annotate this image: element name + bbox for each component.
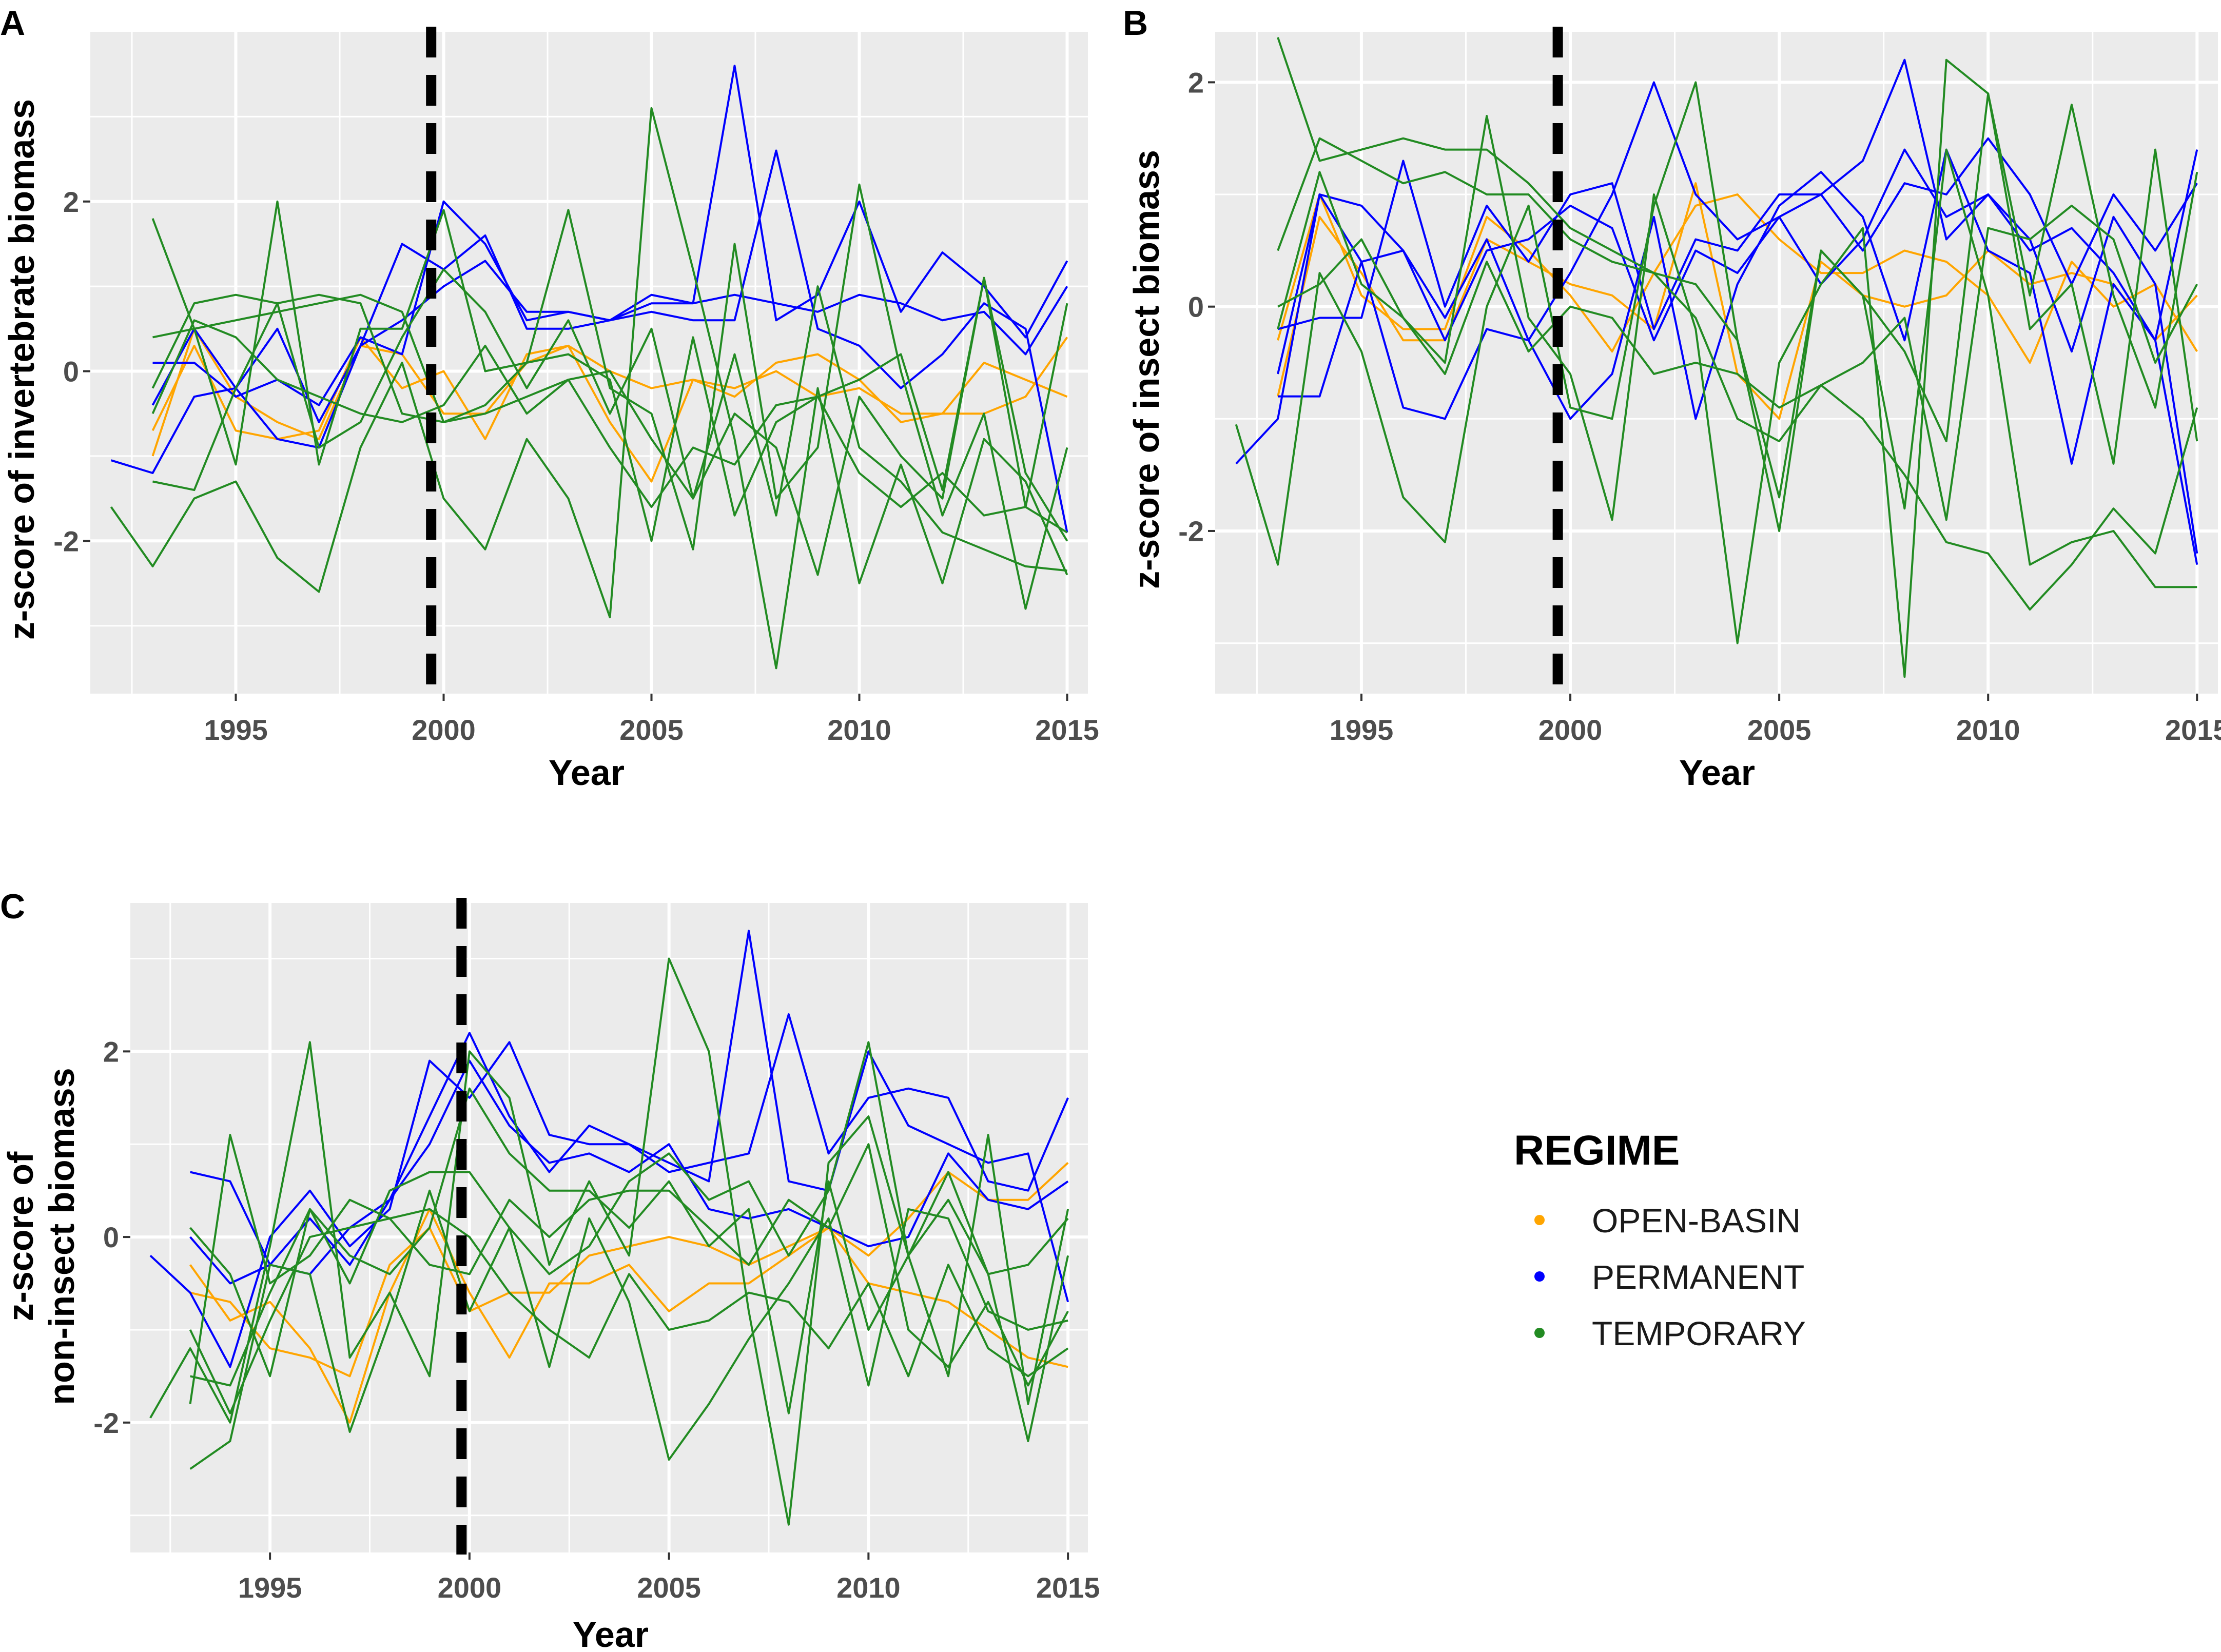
legend-key-open-basin	[1534, 1215, 1545, 1225]
series-line-temporary-b	[1277, 204, 2198, 521]
series-line-temporary-c	[189, 1189, 1068, 1470]
series-line-permanent-b	[1278, 148, 2198, 565]
legend: REGIME OPEN-BASIN PERMANENT TEMPORARY	[1514, 1127, 1806, 1352]
y-tick-label-c: -2	[93, 1407, 119, 1439]
x-tick-label-c: 2000	[438, 1571, 502, 1604]
x-axis-title-c: Year	[573, 1615, 649, 1652]
series-line-temporary-a	[110, 107, 1068, 670]
y-tick-label-a: 0	[63, 356, 79, 388]
series-line-temporary-c	[190, 1087, 1069, 1414]
series-line-temporary-c	[189, 1134, 1069, 1404]
x-tick-label-a: 2005	[619, 714, 684, 746]
y-axis-title-c-line1: z-score of	[1, 1151, 41, 1321]
plot-area-b: 1995 2000 2005 2010 2015 -2 0 2	[1178, 27, 2221, 746]
series-line-open-basin-b	[1277, 193, 2198, 364]
x-axis-title-b: Year	[1679, 753, 1755, 793]
x-tick-label-b: 2010	[1956, 714, 2020, 746]
y-tick-label-b: 0	[1188, 291, 1204, 323]
series-line-temporary-b	[1277, 58, 2198, 678]
y-tick-label-b: -2	[1178, 515, 1204, 547]
x-tick-label-a: 2000	[412, 714, 476, 746]
y-tick-label-c: 2	[103, 1035, 119, 1068]
legend-label-temporary: TEMPORARY	[1592, 1314, 1806, 1352]
panel-letter-a: A	[0, 4, 25, 43]
panel-a: 1995 2000 2005 2010 2015 -2 0 2 A z-score of inv…	[0, 4, 1099, 793]
plot-background-a	[90, 32, 1088, 694]
series-line-temporary-c	[189, 1208, 1069, 1414]
x-tick-label-b: 2015	[2165, 714, 2221, 746]
x-tick-label-c: 2005	[637, 1571, 701, 1604]
legend-title: REGIME	[1514, 1127, 1680, 1174]
series-line-temporary-b	[1277, 137, 2198, 611]
x-tick-label-a: 1995	[204, 714, 268, 746]
series-line-temporary-b	[1235, 81, 2197, 588]
panel-b: 1995 2000 2005 2010 2015 -2 0 2 B z-score of ins…	[1123, 4, 2221, 793]
legend-label-permanent: PERMANENT	[1592, 1258, 1804, 1296]
series-line-temporary-a	[152, 268, 1068, 576]
series-line-temporary-a	[151, 285, 1067, 572]
y-tick-label-a: 2	[63, 186, 79, 218]
y-axis-title-a: z-score of invertebrate biomass	[2, 99, 42, 640]
series-line-open-basin-c	[190, 1162, 1069, 1378]
legend-key-permanent	[1534, 1271, 1545, 1282]
plot-area-a: 1995 2000 2005 2010 2015 -2 0 2	[53, 27, 1099, 746]
y-tick-label-a: -2	[53, 525, 79, 557]
x-tick-label-b: 1995	[1330, 714, 1394, 746]
legend-key-temporary	[1534, 1328, 1545, 1338]
series-line-temporary-a	[151, 183, 1068, 610]
x-tick-label-a: 2010	[827, 714, 891, 746]
panel-letter-b: B	[1123, 4, 1148, 43]
series-line-temporary-a	[151, 277, 1068, 542]
x-tick-label-b: 2000	[1538, 714, 1603, 746]
y-tick-label-c: 0	[103, 1221, 119, 1253]
series-line-permanent-a	[110, 234, 1068, 474]
x-tick-label-b: 2005	[1747, 714, 1811, 746]
panel-c: 1995 2000 2005 2010 2015 -2 0 2 C z-score of non…	[0, 887, 1100, 1652]
series-line-temporary-c	[149, 957, 1069, 1526]
legend-label-open-basin: OPEN-BASIN	[1592, 1202, 1801, 1240]
y-axis-title-c-line2: non-insect biomass	[42, 1068, 82, 1405]
x-tick-label-c: 2010	[836, 1571, 901, 1604]
series-line-permanent-c	[189, 1059, 1069, 1285]
x-tick-label-a: 2015	[1035, 714, 1099, 746]
plot-area-c: 1995 2000 2005 2010 2015 -2 0 2	[93, 898, 1100, 1604]
y-tick-label-b: 2	[1188, 66, 1204, 99]
series-line-temporary-c	[189, 1041, 1069, 1405]
series-line-permanent-c	[149, 930, 1069, 1368]
plot-background-b	[1215, 32, 2218, 694]
panel-letter-c: C	[0, 887, 25, 926]
series-line-permanent-b	[1277, 148, 2198, 554]
x-axis-title-a: Year	[549, 753, 625, 793]
x-tick-label-c: 1995	[238, 1571, 302, 1604]
x-tick-label-c: 2015	[1036, 1571, 1100, 1604]
series-line-permanent-b	[1277, 137, 2198, 330]
y-axis-title-b: z-score of insect biomass	[1126, 150, 1166, 589]
series-line-temporary-a	[152, 293, 1068, 534]
series-line-temporary-b	[1277, 37, 2198, 532]
